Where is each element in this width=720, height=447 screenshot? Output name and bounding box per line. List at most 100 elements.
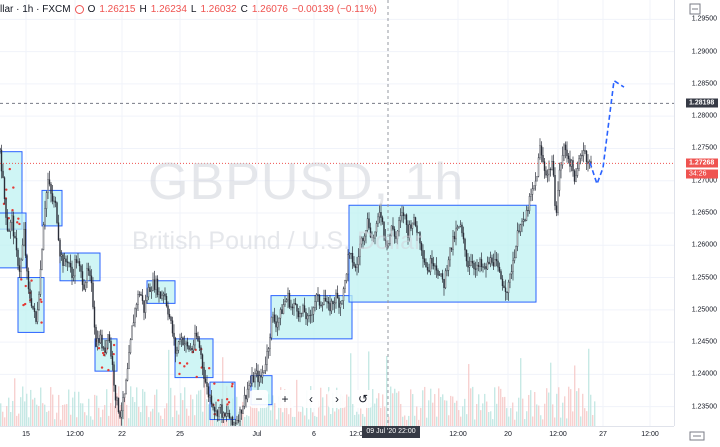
reset-chart-button[interactable]: ↺ [354, 390, 372, 408]
volume-bar [84, 412, 86, 426]
volume-bar [266, 395, 268, 426]
candle-body [15, 237, 18, 251]
candle-body [75, 259, 78, 263]
candle-body [114, 385, 117, 401]
volume-bar [506, 408, 508, 426]
candle-body [209, 395, 211, 398]
candle-body [354, 265, 357, 268]
price-tick-label: 1.26500 [691, 209, 717, 217]
candle-body [210, 395, 213, 405]
candle-body [213, 407, 216, 412]
marker-dot [195, 375, 198, 379]
volume-bar [152, 408, 154, 426]
zoom-out-button[interactable]: − [250, 390, 268, 408]
candle-body [63, 258, 66, 266]
volume-bar [440, 396, 442, 426]
volume-bar [380, 407, 382, 426]
scroll-settings-icon[interactable] [686, 429, 708, 441]
candle-body [201, 354, 204, 368]
candle-body [458, 226, 460, 228]
candle-body [59, 239, 61, 257]
price-axis[interactable]: 1.29500 1.29000 1.28500 1.28000 1.27500 1.270… [674, 0, 720, 426]
settings-icon[interactable] [686, 2, 710, 15]
candle-body [134, 308, 136, 323]
volume-bar [218, 419, 220, 426]
time-tick-label: 20 [504, 431, 512, 438]
candle-body [189, 348, 192, 350]
volume-bar [530, 390, 532, 426]
candle-body [459, 224, 462, 227]
candle-body [80, 265, 82, 272]
candle-body [378, 212, 381, 218]
candle-body [531, 188, 534, 195]
volume-bar [438, 388, 440, 426]
price-tick-label: 1.27000 [691, 177, 717, 185]
volume-bar [520, 358, 522, 426]
candle-body [411, 222, 414, 229]
marker-dot [101, 351, 105, 355]
time-tick-label: 6 [312, 431, 316, 438]
volume-bar [362, 413, 364, 426]
time-axis[interactable]: 15 12:00 22 25 Jul 6 12:00 12:00 20 12:00 27 12:00 [0, 426, 674, 443]
candle-body [369, 227, 372, 238]
scroll-right-button[interactable]: › [328, 390, 346, 408]
candle-body [315, 294, 318, 302]
volume-bar [568, 386, 570, 426]
marker-dot [185, 362, 189, 365]
candle-body [3, 177, 6, 200]
volume-bar [96, 395, 98, 426]
volume-bar [126, 404, 128, 426]
candle-body [12, 215, 15, 237]
volume-bar [268, 394, 270, 426]
volume-bar [544, 403, 546, 426]
candle-body [455, 228, 457, 240]
candle-body [584, 150, 586, 152]
candle-body [408, 224, 411, 238]
price-tick-label: 1.28500 [691, 80, 717, 88]
candle-body [27, 270, 30, 290]
volume-bar [444, 400, 446, 426]
volume-bar [570, 389, 572, 426]
candle-body [47, 179, 49, 193]
volume-bar [144, 391, 146, 426]
volume-bar [22, 386, 24, 426]
candle-body [356, 264, 358, 268]
candle-body [536, 176, 538, 182]
volume-bar [32, 399, 34, 426]
candle-body [153, 279, 156, 290]
volume-bar [552, 404, 554, 426]
volume-bar [24, 401, 26, 426]
candle-body [54, 200, 57, 203]
volume-bar [468, 364, 470, 426]
low-label: L [190, 3, 197, 15]
candle-body [572, 160, 574, 172]
candle-body [197, 336, 199, 342]
candle-body [83, 284, 85, 290]
candle-body [95, 327, 97, 347]
candle-body [384, 236, 387, 242]
volume-bar [72, 397, 74, 426]
candle-body [417, 232, 420, 234]
volume-bar [556, 393, 558, 426]
zoom-in-button[interactable]: + [276, 390, 294, 408]
symbol-label[interactable]: llar · 1h · FXCM [0, 3, 71, 15]
candle-body [402, 212, 405, 217]
volume-bar [166, 403, 168, 426]
scroll-left-button[interactable]: ‹ [302, 390, 320, 408]
volume-bar [550, 362, 552, 426]
volume-bar [198, 390, 200, 426]
volume-bar [378, 393, 380, 426]
candle-body [119, 411, 121, 418]
volume-bar [242, 401, 244, 426]
candle-body [267, 348, 270, 352]
volume-bar [510, 408, 512, 426]
candle-body [18, 265, 21, 272]
volume-bar [578, 388, 580, 426]
high-value: 1.26234 [150, 3, 187, 15]
high-label: H [139, 3, 147, 15]
candle-body [194, 332, 196, 346]
candle-body [141, 295, 144, 301]
candle-body [0, 149, 3, 172]
